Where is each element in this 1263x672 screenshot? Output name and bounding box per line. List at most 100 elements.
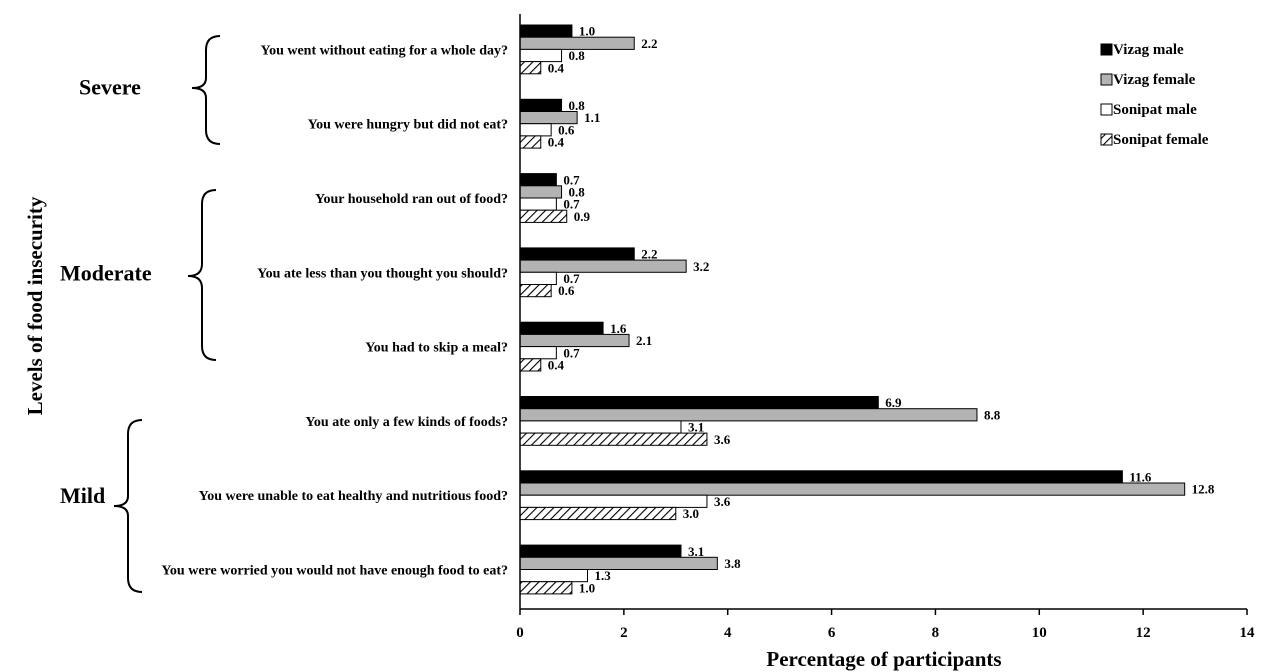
value-label: 0.4: [548, 358, 565, 373]
value-label: 0.4: [548, 60, 565, 75]
value-label: 0.8: [569, 48, 586, 63]
y-axis-title: Levels of food insecurity: [23, 196, 47, 415]
value-label: 6.9: [885, 395, 902, 410]
value-label: 1.6: [610, 321, 627, 336]
value-labels-layer: 1.02.20.80.40.81.10.60.40.70.80.70.92.23…: [548, 24, 1215, 596]
bar-sonipat-female-5: [519, 432, 708, 446]
value-label: 11.6: [1129, 470, 1152, 485]
value-label: 0.7: [563, 345, 580, 360]
x-tick-label: 2: [620, 625, 628, 641]
bars-layer: [519, 24, 1186, 595]
bar-vizag-female-7: [519, 556, 718, 570]
axes-layer: [519, 14, 1247, 610]
x-tick-label: 0: [516, 625, 524, 641]
value-label: 3.1: [688, 420, 704, 435]
bar-vizag-male-7: [519, 544, 682, 558]
value-label: 0.7: [563, 271, 580, 286]
bar-vizag-male-6: [519, 470, 1123, 484]
value-label: 1.3: [595, 568, 612, 583]
group-label-mild: Mild: [60, 483, 105, 508]
value-label: 3.1: [688, 544, 704, 559]
bar-sonipat-female-2: [519, 209, 568, 223]
category-label: You were unable to eat healthy and nutri…: [199, 489, 508, 504]
bar-sonipat-female-0: [519, 61, 542, 75]
category-labels-layer: You went without eating for a whole day?…: [161, 43, 508, 578]
bar-vizag-male-5: [519, 396, 879, 410]
x-axis-title: Percentage of participants: [766, 647, 1001, 671]
value-label: 0.7: [563, 172, 580, 187]
value-label: 0.6: [558, 283, 575, 298]
value-label: 0.4: [548, 135, 565, 150]
severe-bracket: [191, 35, 221, 145]
value-label: 0.9: [574, 209, 591, 224]
value-label: 12.8: [1192, 482, 1215, 497]
bar-vizag-male-0: [519, 24, 573, 38]
category-label: You went without eating for a whole day?: [261, 43, 508, 58]
legend: Vizag male Vizag female Sonipat male Sonipa…: [1100, 42, 1209, 148]
bar-vizag-male-3: [519, 247, 635, 261]
bar-sonipat-female-1: [519, 135, 542, 149]
legend-swatch-vizag-male: [1100, 43, 1113, 56]
category-label: Your household ran out of food?: [315, 192, 508, 207]
legend-swatch-sonipat-female: [1100, 133, 1113, 146]
category-label: You ate only a few kinds of foods?: [305, 415, 508, 430]
value-label: 3.6: [714, 494, 731, 509]
bar-vizag-male-4: [519, 321, 604, 335]
value-label: 2.1: [636, 333, 652, 348]
value-label: 0.8: [569, 185, 586, 200]
bar-vizag-male-2: [519, 173, 557, 187]
group-labels-layer: Severe Moderate Mild: [60, 75, 152, 509]
bar-sonipat-female-6: [519, 506, 677, 521]
value-label: 1.0: [579, 24, 595, 39]
legend-label: Vizag female: [1113, 72, 1196, 88]
legend-swatch-sonipat-male: [1100, 103, 1113, 116]
x-ticks-layer: 0 2 4 6 8 10 12 14: [516, 609, 1255, 641]
value-label: 3.0: [683, 506, 699, 521]
value-label: 2.2: [641, 247, 657, 262]
value-label: 8.8: [984, 407, 1001, 422]
x-tick-label: 14: [1240, 625, 1256, 641]
group-label-moderate: Moderate: [60, 260, 152, 285]
value-label: 1.1: [584, 110, 600, 125]
value-label: 3.8: [724, 556, 741, 571]
value-label: 1.0: [579, 580, 595, 595]
legend-label: Sonipat male: [1113, 102, 1197, 118]
x-tick-label: 4: [724, 625, 732, 641]
value-label: 2.2: [641, 36, 657, 51]
x-tick-label: 6: [828, 625, 836, 641]
bar-sonipat-female-4: [519, 358, 542, 372]
bar-vizag-female-5: [519, 408, 978, 422]
bar-sonipat-male-6: [519, 494, 708, 508]
value-label: 0.7: [563, 197, 580, 212]
group-label-severe: Severe: [79, 75, 141, 100]
bar-sonipat-male-2: [519, 197, 557, 211]
legend-label: Vizag male: [1113, 42, 1184, 58]
bar-vizag-male-1: [519, 98, 563, 113]
bar-sonipat-female-7: [519, 581, 573, 595]
category-label: You had to skip a meal?: [365, 341, 508, 356]
legend-label: Sonipat female: [1113, 132, 1209, 148]
mild-bracket: [113, 419, 143, 593]
category-label: You were worried you would not have enou…: [161, 564, 508, 579]
category-label: You were hungry but did not eat?: [308, 118, 508, 133]
x-tick-label: 10: [1032, 625, 1047, 641]
value-label: 0.8: [569, 98, 586, 113]
bar-vizag-female-2: [519, 185, 563, 199]
value-label: 3.6: [714, 432, 731, 447]
x-tick-label: 12: [1136, 625, 1151, 641]
bar-sonipat-female-3: [519, 284, 552, 298]
bar-sonipat-male-3: [519, 271, 557, 285]
value-label: 3.2: [693, 259, 709, 274]
legend-swatch-vizag-female: [1100, 73, 1113, 86]
bar-sonipat-male-7: [519, 569, 589, 583]
value-label: 0.6: [558, 122, 575, 137]
moderate-bracket: [187, 189, 217, 361]
bar-sonipat-male-5: [519, 420, 682, 434]
x-tick-label: 8: [932, 625, 940, 641]
bar-vizag-female-3: [519, 259, 687, 273]
category-label: You ate less than you thought you should…: [257, 266, 508, 281]
group-brackets: [113, 35, 221, 593]
bar-vizag-female-6: [519, 482, 1186, 496]
bar-sonipat-male-1: [519, 123, 552, 137]
